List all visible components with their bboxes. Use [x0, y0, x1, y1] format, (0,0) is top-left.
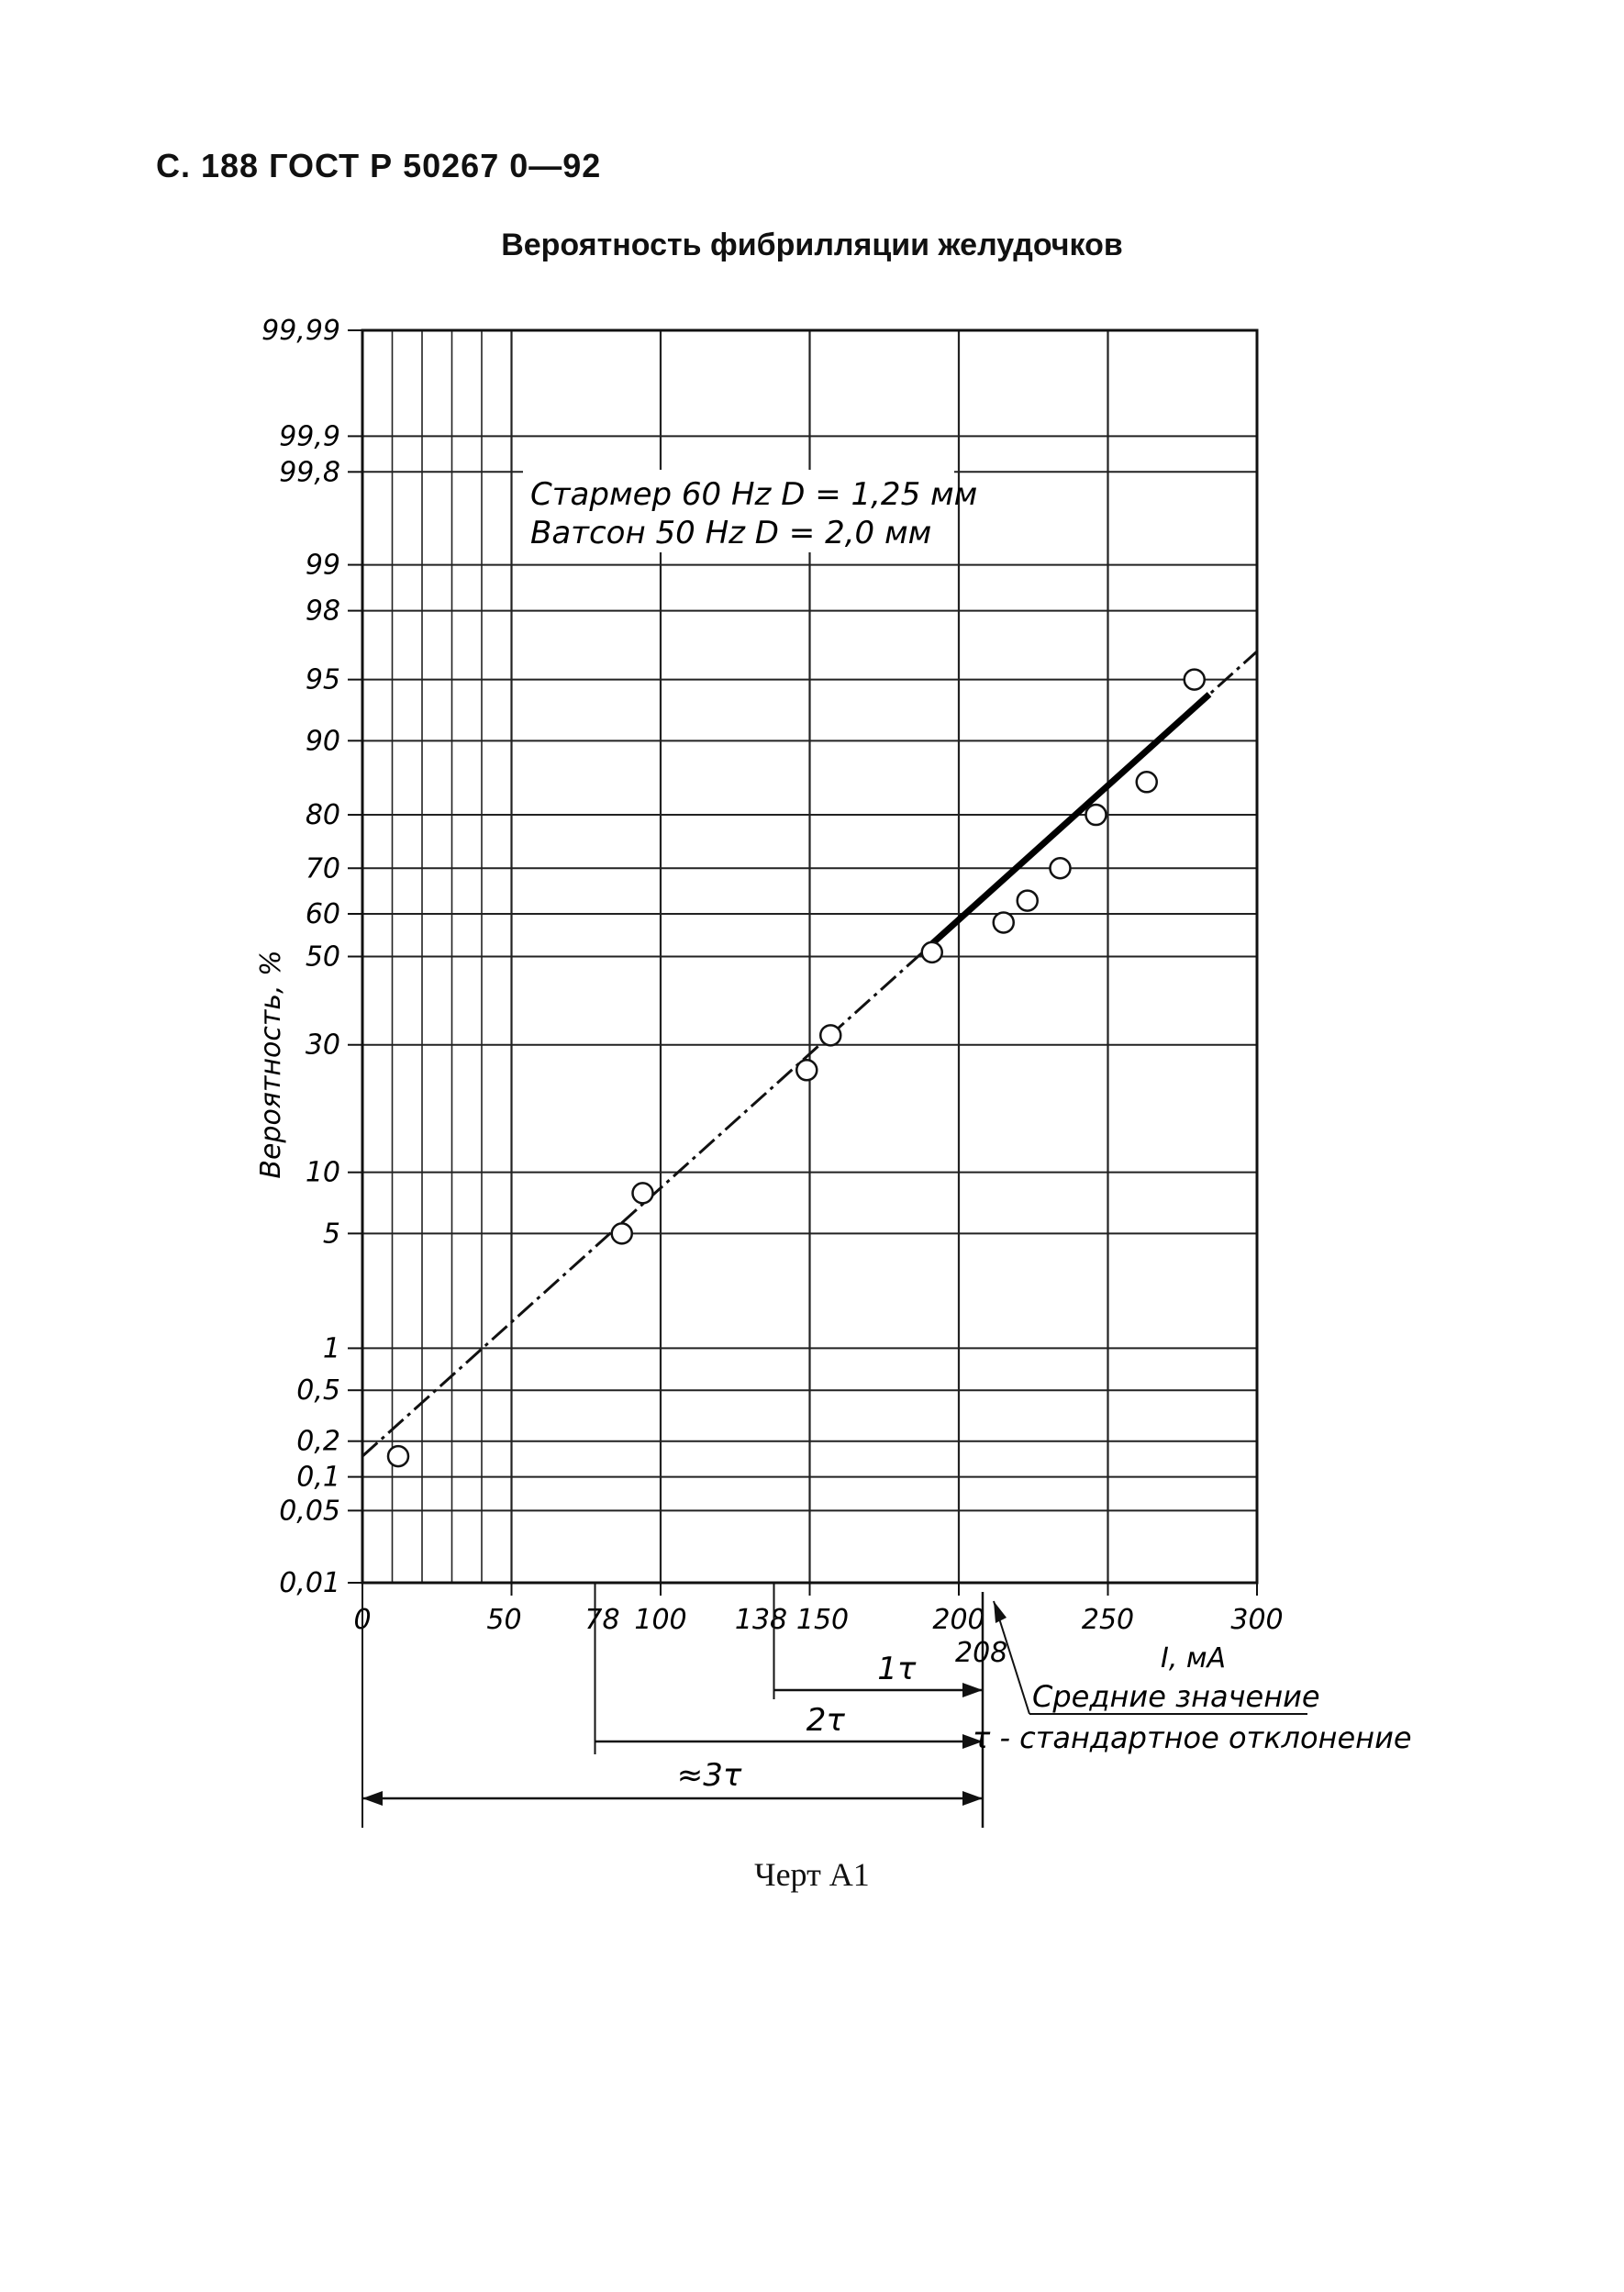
y-axis-label: Вероятность, % — [255, 950, 287, 1178]
y-tick-label: 80 — [306, 799, 340, 831]
x-tick-label: 50 — [486, 1604, 521, 1636]
legend-background — [523, 470, 954, 552]
two-tau-arrow-head — [962, 1734, 983, 1749]
y-tick-label: 5 — [323, 1218, 340, 1250]
data-point — [1016, 889, 1039, 912]
y-tick-label: 30 — [306, 1029, 340, 1062]
x-tick-label: 250 — [1082, 1604, 1134, 1636]
x-tick-label: 150 — [796, 1604, 849, 1636]
data-point — [1135, 771, 1158, 794]
y-tick-label: 0,1 — [296, 1462, 340, 1494]
y-tick-label: 1 — [323, 1332, 340, 1364]
y-tick-label: 0,01 — [279, 1567, 340, 1599]
figure-caption: Черт А1 — [754, 1856, 870, 1893]
y-tick-label: 70 — [306, 852, 340, 885]
data-point — [386, 1444, 410, 1468]
fit-line-thick — [927, 692, 1212, 950]
x-tick-label: 138 — [735, 1604, 787, 1636]
y-tick-label: 99,9 — [279, 420, 340, 452]
mean-leader-head — [994, 1601, 1007, 1623]
page-header: С. 188 ГОСТ Р 50267 0—92 — [156, 147, 602, 184]
x-tick-label: 100 — [634, 1604, 686, 1636]
legend-entry: Стармер 60 Hz D = 1,25 мм — [530, 476, 977, 513]
one-tau-label: 1τ — [877, 1651, 917, 1687]
tau-description: τ - стандартное отклонение — [973, 1720, 1412, 1755]
three-tau-arrow-head — [962, 1791, 983, 1806]
y-tick-label: 99,99 — [261, 315, 340, 347]
mean-description: Средние значение — [1032, 1679, 1320, 1714]
two-tau-label: 2τ — [806, 1702, 846, 1739]
y-tick-label: 99,8 — [279, 456, 340, 488]
data-point — [795, 1059, 818, 1082]
x-axis-label: I, мА — [1161, 1642, 1226, 1674]
tick-labels: 0,01 0,050,1 0,2 0,5 1 5 10 30 50 60 70 80 90 95 98 99 9… — [261, 315, 1284, 1636]
three-tau-arrow-tail — [362, 1791, 383, 1806]
y-tick-label: 50 — [306, 941, 340, 974]
y-tick-label: 98 — [306, 595, 340, 628]
y-tick-label: 0,05 — [279, 1495, 340, 1527]
y-tick-label: 0,2 — [296, 1426, 340, 1458]
data-point — [631, 1182, 654, 1205]
fit-line-group — [361, 650, 1259, 1458]
mean-value-label: 208 — [955, 1637, 1007, 1669]
data-point — [1183, 668, 1206, 691]
legend-entry: Ватсон 50 Hz D = 2,0 мм — [530, 515, 931, 551]
data-point — [1049, 857, 1072, 880]
data-point — [992, 911, 1015, 934]
y-tick-label: 10 — [306, 1157, 340, 1189]
x-tick-label: 78 — [584, 1604, 619, 1636]
chart-title: Вероятность фибрилляции желудочков — [501, 228, 1123, 262]
data-point — [1085, 803, 1107, 827]
y-tick-label: 60 — [306, 898, 340, 930]
x-tick-label: 300 — [1230, 1604, 1283, 1636]
three-tau-label: ≈3τ — [677, 1757, 742, 1794]
annotations: 1τ 2τ ≈3τ 208 Средние значение τ - стандартно… — [362, 1592, 1412, 1828]
data-points — [386, 668, 1206, 1468]
data-point — [610, 1222, 633, 1245]
y-tick-label: 95 — [306, 664, 340, 696]
one-tau-arrow-head — [962, 1683, 983, 1697]
x-tick-label: 200 — [932, 1604, 984, 1636]
data-point — [920, 940, 943, 964]
data-point — [819, 1024, 842, 1047]
y-tick-label: 0,5 — [296, 1374, 340, 1407]
y-tick-label: 90 — [306, 725, 340, 757]
y-tick-label: 99 — [306, 550, 340, 582]
